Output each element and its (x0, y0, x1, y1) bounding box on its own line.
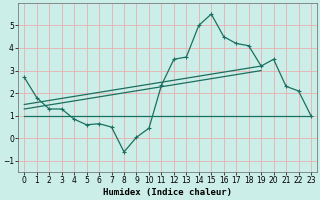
X-axis label: Humidex (Indice chaleur): Humidex (Indice chaleur) (103, 188, 232, 197)
